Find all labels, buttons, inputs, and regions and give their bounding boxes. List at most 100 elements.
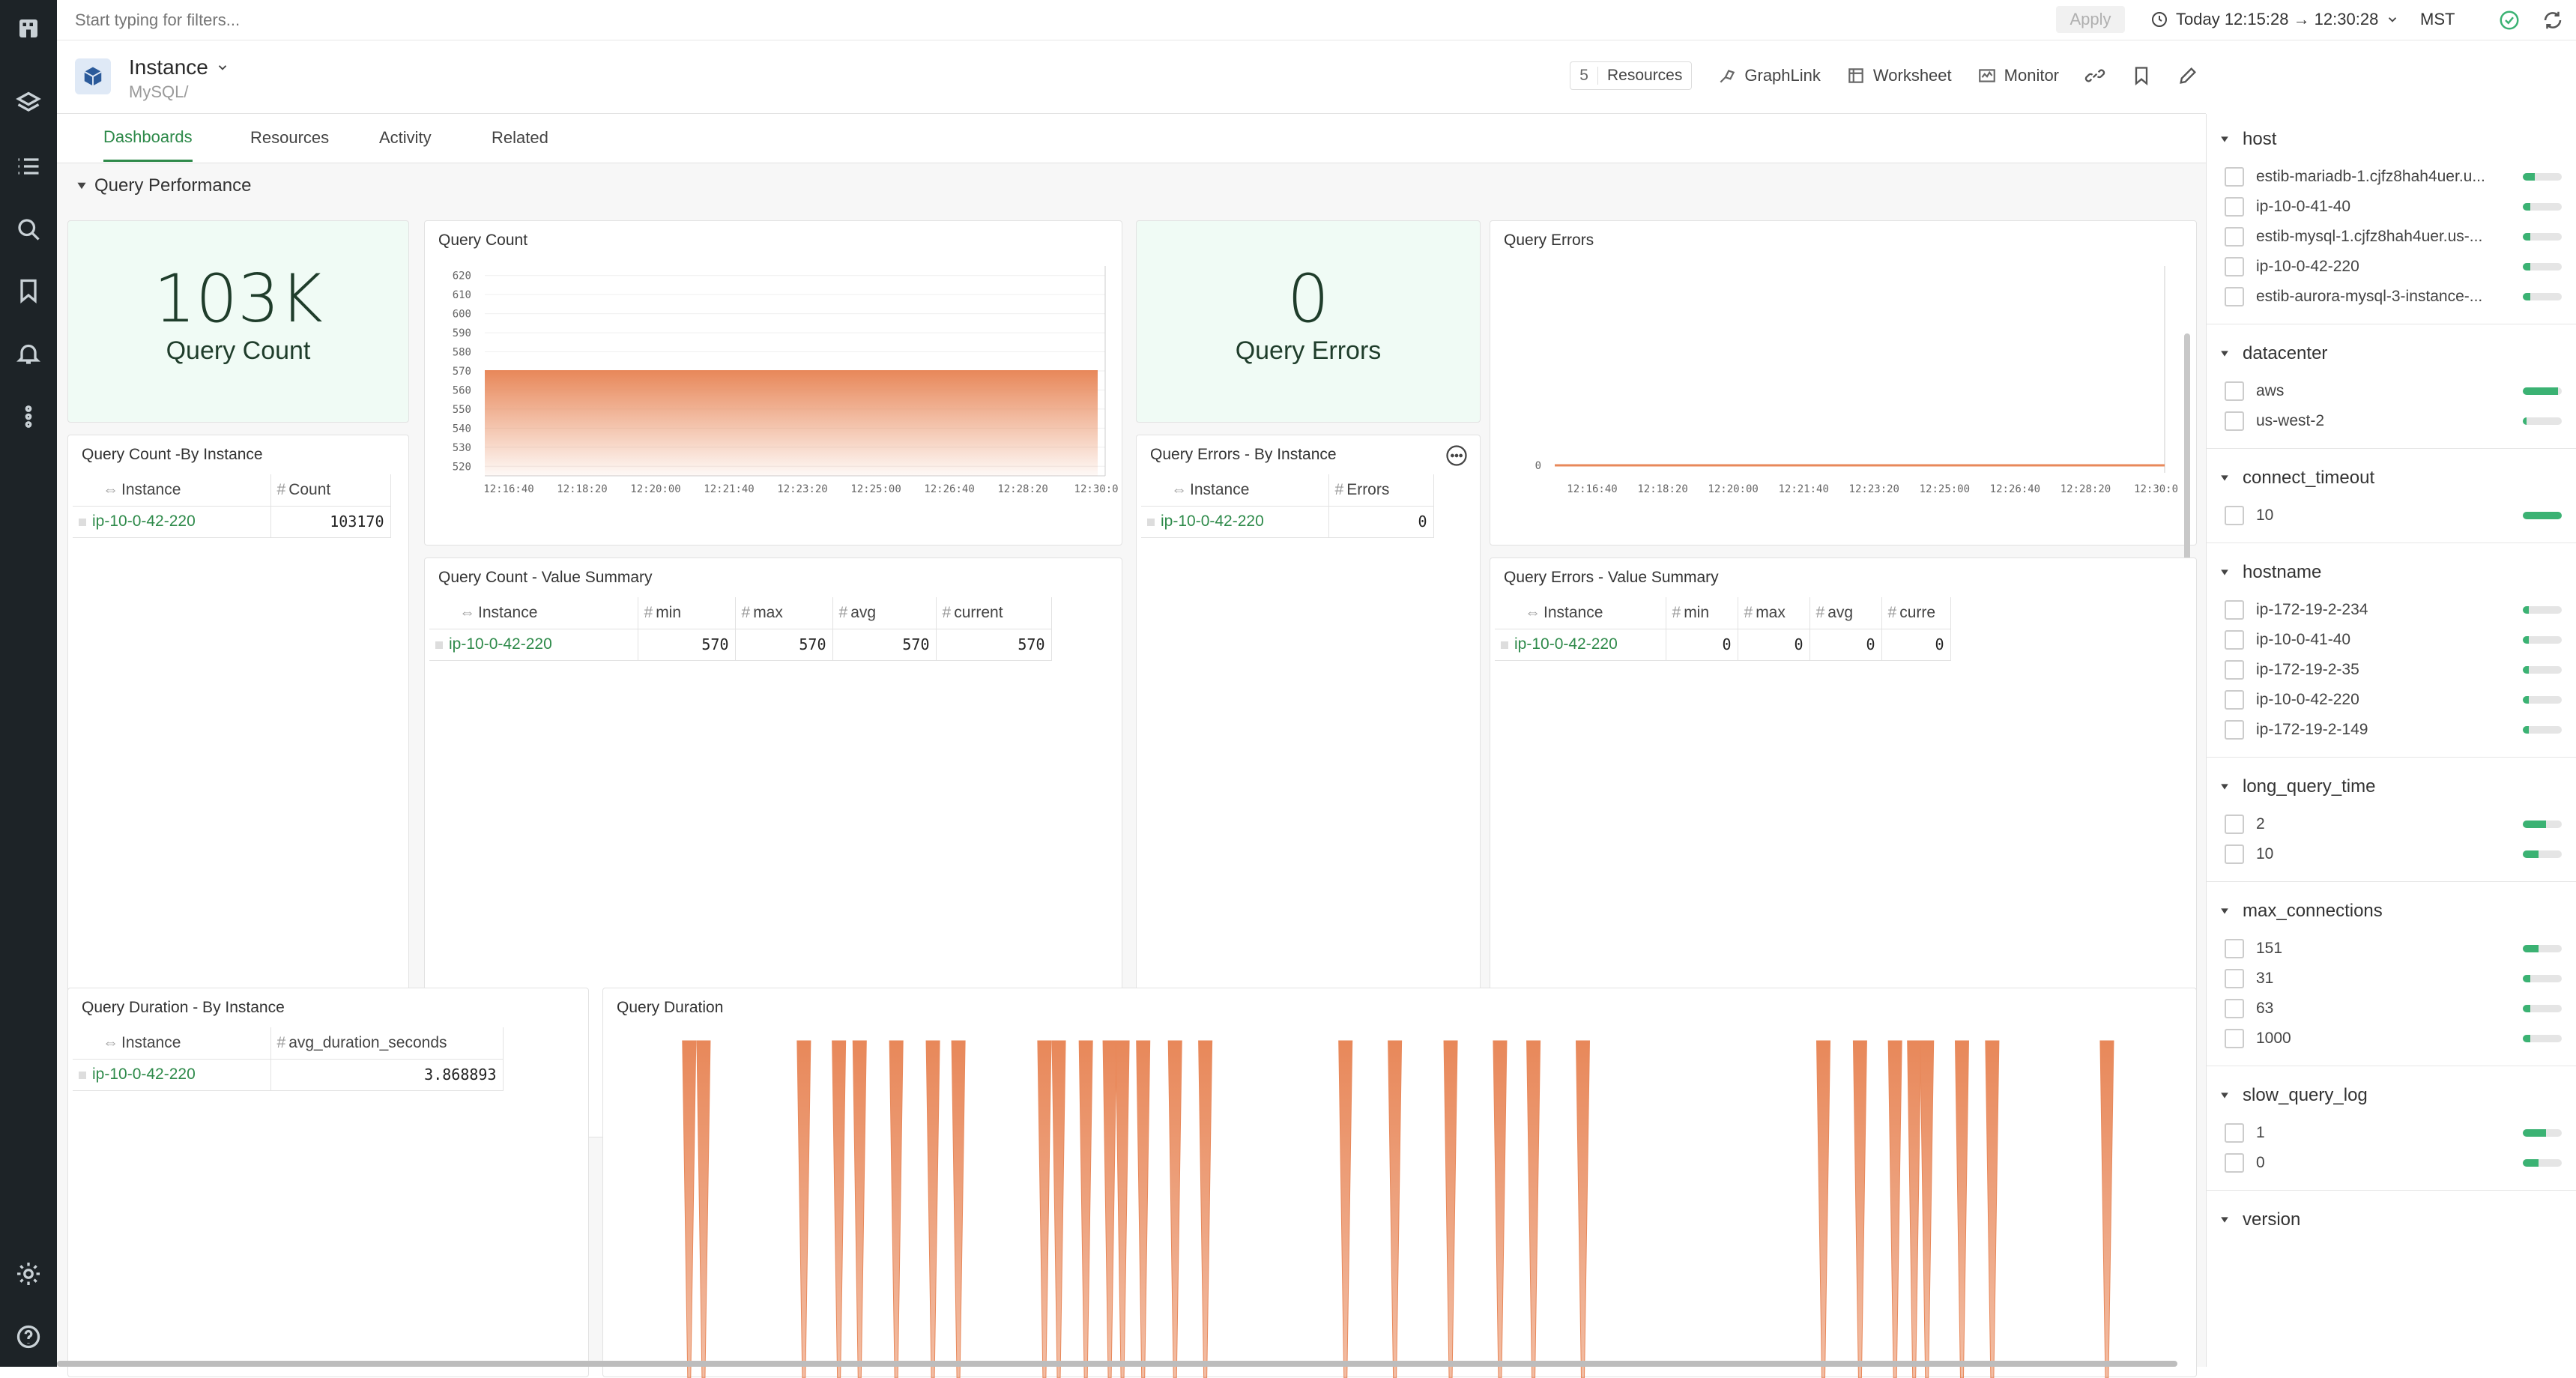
filter-group-long_query_time[interactable]: long_query_time: [2220, 776, 2375, 797]
filter-checkbox[interactable]: [2225, 1029, 2244, 1048]
more-options-icon[interactable]: [1445, 444, 1468, 467]
filter-group-max_connections[interactable]: max_connections: [2220, 901, 2383, 922]
bookmark-icon[interactable]: [2131, 65, 2152, 86]
instance-link[interactable]: ip-10-0-42-220: [1161, 513, 1264, 530]
filter-group-slow_query_log[interactable]: slow_query_log: [2220, 1085, 2368, 1106]
table-row[interactable]: ip-10-0-42-220 3.868893: [73, 1059, 504, 1091]
column-header[interactable]: min: [1684, 603, 1710, 621]
bookmark-icon[interactable]: [13, 276, 43, 306]
filter-item[interactable]: ip-10-0-41-40: [2225, 626, 2562, 653]
timezone-label[interactable]: MST: [2420, 10, 2455, 28]
column-header[interactable]: avg: [850, 603, 877, 621]
tab-related[interactable]: Related: [492, 128, 548, 147]
filter-checkbox[interactable]: [2225, 815, 2244, 834]
resources-button[interactable]: 5 Resources: [1570, 61, 1693, 90]
column-header[interactable]: current: [954, 603, 1003, 621]
filter-checkbox[interactable]: [2225, 167, 2244, 187]
worksheet-button[interactable]: Worksheet: [1846, 66, 1952, 85]
filter-item[interactable]: ip-10-0-42-220: [2225, 253, 2562, 280]
settings-gear-icon[interactable]: [13, 1259, 43, 1289]
filter-group-datacenter[interactable]: datacenter: [2220, 343, 2327, 364]
filter-item[interactable]: aws: [2225, 378, 2562, 405]
filter-checkbox[interactable]: [2225, 1153, 2244, 1173]
filter-checkbox[interactable]: [2225, 227, 2244, 247]
filter-checkbox[interactable]: [2225, 197, 2244, 217]
column-header[interactable]: Instance: [1190, 480, 1250, 498]
filter-group-version[interactable]: version: [2220, 1209, 2300, 1230]
edit-pencil-icon[interactable]: [2177, 65, 2198, 86]
filter-item[interactable]: 10: [2225, 841, 2562, 868]
filter-item[interactable]: estib-aurora-mysql-3-instance-...: [2225, 283, 2562, 310]
table-row[interactable]: ip-10-0-42-220 0: [1141, 506, 1434, 538]
filter-item[interactable]: ip-172-19-2-149: [2225, 716, 2562, 743]
table-row[interactable]: ip-10-0-42-220 0 0 0 0: [1495, 629, 1951, 661]
filter-checkbox[interactable]: [2225, 999, 2244, 1018]
filter-checkbox[interactable]: [2225, 287, 2244, 306]
filter-item[interactable]: ip-10-0-42-220: [2225, 686, 2562, 713]
filter-item[interactable]: estib-mariadb-1.cjfz8hah4uer.u...: [2225, 163, 2562, 190]
tab-resources[interactable]: Resources: [250, 128, 330, 147]
column-header[interactable]: Errors: [1346, 480, 1390, 498]
filter-checkbox[interactable]: [2225, 411, 2244, 431]
filter-checkbox[interactable]: [2225, 720, 2244, 740]
filter-checkbox[interactable]: [2225, 257, 2244, 276]
filter-item[interactable]: ip-10-0-41-40: [2225, 193, 2562, 220]
page-title[interactable]: Instance: [129, 55, 229, 79]
filter-checkbox[interactable]: [2225, 630, 2244, 650]
column-header[interactable]: Count: [288, 480, 331, 498]
instance-link[interactable]: ip-10-0-42-220: [449, 635, 552, 653]
instance-link[interactable]: ip-10-0-42-220: [92, 1066, 196, 1083]
org-logo-icon[interactable]: [13, 13, 43, 43]
column-header[interactable]: min: [656, 603, 682, 621]
filter-checkbox[interactable]: [2225, 844, 2244, 864]
filter-item[interactable]: ip-172-19-2-35: [2225, 656, 2562, 683]
filter-item[interactable]: 1: [2225, 1119, 2562, 1146]
graphlink-button[interactable]: GraphLink: [1717, 66, 1821, 85]
filter-group-connect_timeout[interactable]: connect_timeout: [2220, 468, 2374, 489]
column-header[interactable]: max: [753, 603, 783, 621]
column-header[interactable]: curre: [1899, 603, 1936, 621]
query-count-chart[interactable]: 520 530 540 550 560 570 580 590 600 610 620 12:16:4…: [425, 259, 1122, 543]
link-icon[interactable]: [2084, 65, 2105, 86]
column-header[interactable]: avg_duration_seconds: [288, 1033, 447, 1051]
more-vertical-icon[interactable]: [13, 402, 43, 432]
scrollbar[interactable]: [2184, 333, 2190, 701]
table-row[interactable]: ip-10-0-42-220 103170: [73, 506, 391, 538]
filter-item[interactable]: 63: [2225, 995, 2562, 1022]
filter-input[interactable]: [75, 6, 1873, 34]
filter-checkbox[interactable]: [2225, 506, 2244, 525]
instance-link[interactable]: ip-10-0-42-220: [1514, 635, 1618, 653]
tab-activity[interactable]: Activity: [379, 128, 432, 147]
column-header[interactable]: max: [1756, 603, 1786, 621]
apply-button[interactable]: Apply: [2056, 6, 2125, 33]
filter-checkbox[interactable]: [2225, 690, 2244, 710]
column-header[interactable]: Instance: [478, 603, 538, 621]
bell-icon[interactable]: [13, 339, 43, 369]
filter-checkbox[interactable]: [2225, 1123, 2244, 1143]
column-header[interactable]: Instance: [121, 480, 181, 498]
filter-item[interactable]: 0: [2225, 1149, 2562, 1176]
column-header[interactable]: Instance: [1544, 603, 1603, 621]
filter-item[interactable]: 151: [2225, 935, 2562, 962]
monitor-button[interactable]: Monitor: [1977, 66, 2059, 85]
status-check-icon[interactable]: [2498, 9, 2521, 31]
filter-group-hostname[interactable]: hostname: [2220, 562, 2321, 583]
filter-checkbox[interactable]: [2225, 660, 2244, 680]
section-header[interactable]: Query Performance: [76, 175, 251, 196]
time-range-selector[interactable]: Today 12:15:28 → 12:30:28: [2150, 6, 2399, 33]
refresh-icon[interactable]: [2542, 9, 2564, 31]
filter-item[interactable]: 1000: [2225, 1025, 2562, 1052]
query-duration-chart[interactable]: [603, 1026, 2196, 1378]
table-row[interactable]: ip-10-0-42-220 570 570 570 570: [429, 629, 1052, 661]
filter-checkbox[interactable]: [2225, 600, 2244, 620]
filter-item[interactable]: 2: [2225, 811, 2562, 838]
help-icon[interactable]: [13, 1322, 43, 1352]
filter-checkbox[interactable]: [2225, 969, 2244, 988]
filter-item[interactable]: estib-mysql-1.cjfz8hah4uer.us-...: [2225, 223, 2562, 250]
filter-checkbox[interactable]: [2225, 381, 2244, 401]
list-icon[interactable]: [13, 151, 43, 181]
filter-checkbox[interactable]: [2225, 939, 2244, 958]
search-icon[interactable]: [13, 214, 43, 244]
column-header[interactable]: avg: [1827, 603, 1854, 621]
tab-dashboards[interactable]: Dashboards: [103, 114, 193, 162]
